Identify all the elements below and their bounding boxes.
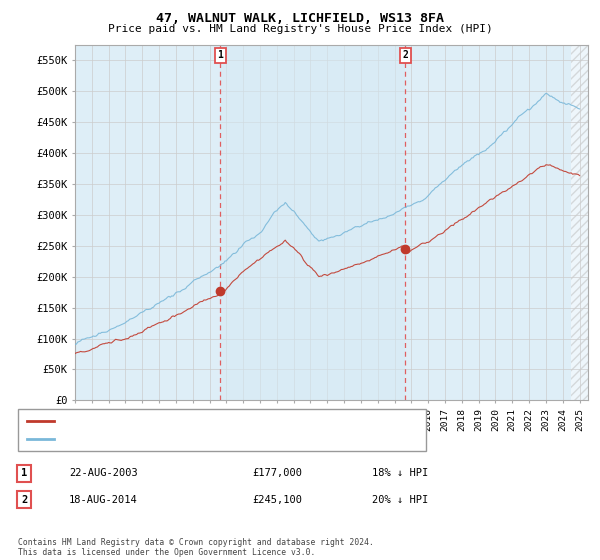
Text: Contains HM Land Registry data © Crown copyright and database right 2024.
This d: Contains HM Land Registry data © Crown c… — [18, 538, 374, 557]
Text: 47, WALNUT WALK, LICHFIELD, WS13 8FA (detached house): 47, WALNUT WALK, LICHFIELD, WS13 8FA (de… — [60, 416, 345, 425]
Bar — [220, 45, 405, 400]
Text: HPI: Average price, detached house, Lichfield: HPI: Average price, detached house, Lich… — [60, 435, 302, 444]
Text: £177,000: £177,000 — [252, 468, 302, 478]
Text: 20% ↓ HPI: 20% ↓ HPI — [372, 494, 428, 505]
Text: 18% ↓ HPI: 18% ↓ HPI — [372, 468, 428, 478]
Text: £245,100: £245,100 — [252, 494, 302, 505]
Text: 22-AUG-2003: 22-AUG-2003 — [69, 468, 138, 478]
Text: 1: 1 — [218, 50, 223, 60]
Text: 47, WALNUT WALK, LICHFIELD, WS13 8FA: 47, WALNUT WALK, LICHFIELD, WS13 8FA — [156, 12, 444, 25]
Text: 1: 1 — [21, 468, 27, 478]
Text: Price paid vs. HM Land Registry's House Price Index (HPI): Price paid vs. HM Land Registry's House … — [107, 24, 493, 34]
Text: 18-AUG-2014: 18-AUG-2014 — [69, 494, 138, 505]
Text: 2: 2 — [403, 50, 408, 60]
Text: 2: 2 — [21, 494, 27, 505]
